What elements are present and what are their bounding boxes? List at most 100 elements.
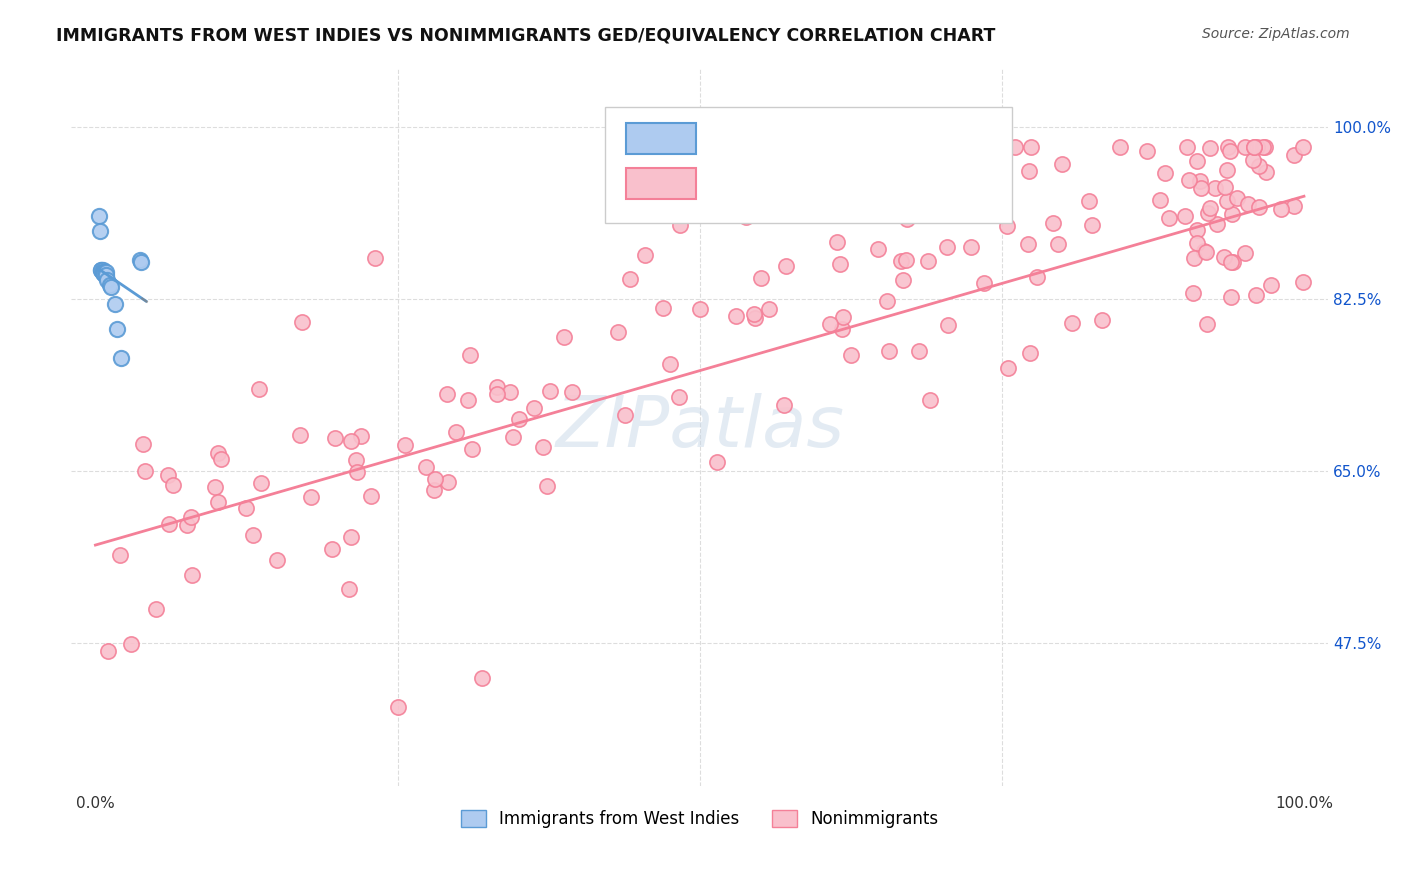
Point	[1198, 141, 1220, 155]
Point	[350, 428, 373, 442]
Point	[1292, 140, 1315, 154]
Point	[87, 209, 110, 223]
Point	[461, 442, 484, 456]
Point	[211, 452, 233, 467]
Point	[100, 279, 122, 293]
Point	[818, 317, 841, 331]
Point	[1004, 140, 1026, 154]
Point	[1220, 255, 1243, 269]
Legend: Immigrants from West Indies, Nonimmigrants: Immigrants from West Indies, Nonimmigran…	[454, 804, 946, 835]
Point	[1149, 193, 1171, 207]
Point	[735, 210, 758, 224]
Point	[486, 380, 509, 394]
Point	[1185, 223, 1208, 237]
Point	[97, 644, 120, 658]
Point	[1178, 172, 1201, 186]
Point	[1220, 290, 1243, 304]
Point	[1284, 199, 1306, 213]
Point	[831, 310, 853, 324]
Point	[751, 271, 773, 285]
Point	[1175, 140, 1198, 154]
Point	[98, 277, 121, 292]
Point	[984, 188, 1007, 202]
Point	[360, 489, 382, 503]
Point	[1220, 207, 1243, 221]
Point	[896, 211, 918, 226]
Point	[1182, 251, 1205, 265]
Point	[1159, 211, 1181, 225]
Point	[339, 531, 361, 545]
Point	[132, 437, 155, 451]
Point	[344, 453, 367, 467]
Point	[502, 430, 524, 444]
Point	[242, 528, 264, 542]
Point	[110, 351, 132, 366]
Point	[997, 361, 1019, 376]
Point	[706, 455, 728, 469]
Point	[93, 267, 115, 281]
Point	[457, 392, 479, 407]
Point	[651, 301, 673, 315]
Point	[1251, 140, 1274, 154]
Point	[725, 309, 748, 323]
Point	[436, 475, 458, 490]
Point	[758, 302, 780, 317]
Point	[321, 542, 343, 557]
Point	[1244, 288, 1267, 302]
Point	[425, 471, 447, 485]
Point	[134, 464, 156, 478]
Point	[1018, 345, 1040, 359]
Point	[553, 330, 575, 344]
Point	[1187, 236, 1209, 251]
Point	[1216, 194, 1239, 209]
Point	[90, 263, 112, 277]
Point	[129, 253, 152, 268]
Text: IMMIGRANTS FROM WEST INDIES VS NONIMMIGRANTS GED/EQUIVALENCY CORRELATION CHART: IMMIGRANTS FROM WEST INDIES VS NONIMMIGR…	[56, 27, 995, 45]
Point	[204, 480, 226, 494]
Point	[1292, 275, 1315, 289]
Point	[1189, 180, 1212, 194]
Point	[105, 322, 128, 336]
Point	[1241, 153, 1264, 167]
Point	[1246, 140, 1268, 154]
Point	[606, 326, 628, 340]
Point	[1109, 140, 1132, 154]
Point	[1219, 144, 1241, 158]
Point	[1234, 245, 1257, 260]
Point	[1254, 165, 1277, 179]
Point	[1243, 140, 1265, 154]
Point	[561, 385, 583, 400]
Point	[907, 343, 929, 358]
Point	[120, 637, 142, 651]
Point	[499, 384, 522, 399]
Point	[108, 548, 131, 562]
Point	[825, 235, 848, 249]
Point	[890, 254, 912, 268]
Text: ZIPatlas: ZIPatlas	[555, 392, 844, 462]
Point	[917, 254, 939, 268]
Point	[634, 248, 657, 262]
Point	[1204, 181, 1226, 195]
Point	[659, 357, 682, 371]
Point	[744, 311, 766, 326]
Point	[831, 322, 853, 336]
Text: Source: ZipAtlas.com: Source: ZipAtlas.com	[1202, 27, 1350, 41]
Point	[1154, 166, 1177, 180]
Point	[613, 408, 636, 422]
Point	[879, 343, 901, 358]
Point	[938, 318, 960, 333]
Point	[1081, 218, 1104, 232]
Text: R = 0.550   N =  19: R = 0.550 N = 19	[710, 129, 886, 147]
Point	[1182, 286, 1205, 301]
Point	[1091, 313, 1114, 327]
Point	[162, 478, 184, 492]
Point	[1187, 154, 1209, 169]
Point	[96, 268, 118, 282]
Point	[1062, 316, 1084, 330]
Point	[93, 265, 115, 279]
Point	[1078, 194, 1101, 208]
Point	[323, 431, 346, 445]
Point	[1270, 202, 1292, 216]
Point	[346, 465, 368, 479]
Point	[1025, 269, 1047, 284]
